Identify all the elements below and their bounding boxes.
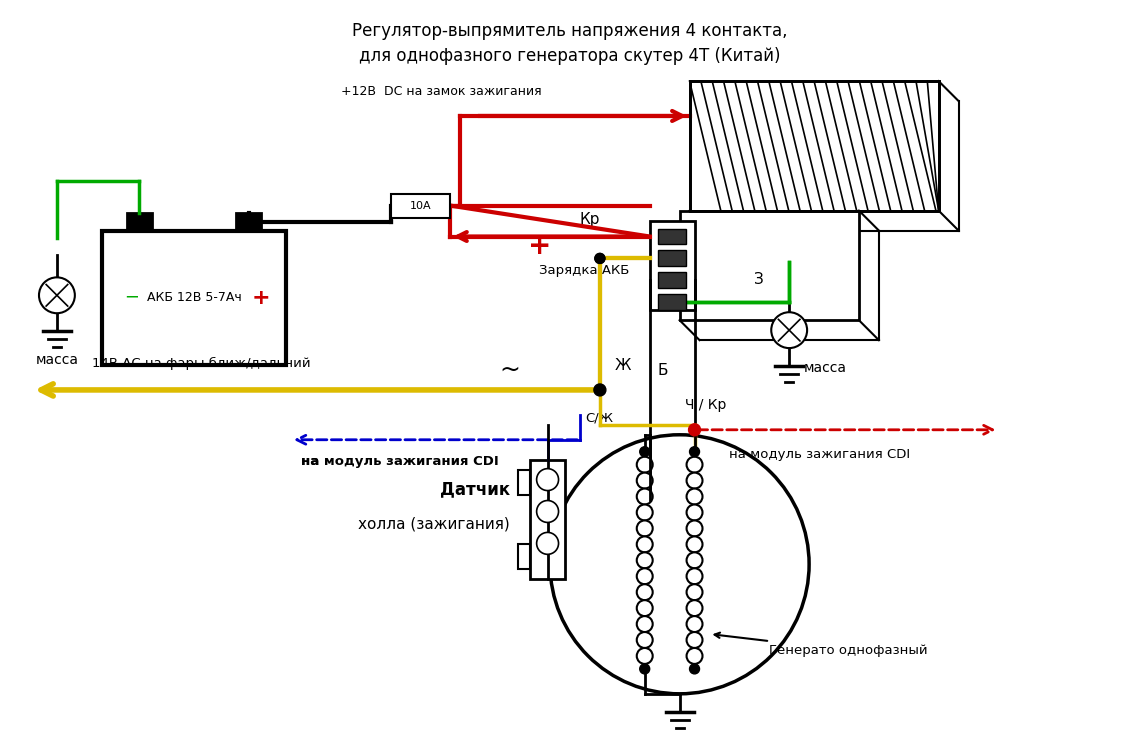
Bar bbox=[658, 251, 685, 266]
Circle shape bbox=[686, 632, 702, 648]
Circle shape bbox=[637, 632, 653, 648]
Bar bbox=[690, 81, 938, 210]
Circle shape bbox=[551, 435, 809, 694]
Text: Кр: Кр bbox=[579, 212, 600, 227]
Text: Б: Б bbox=[658, 363, 668, 377]
Text: для однофазного генератора скутер 4Т (Китай): для однофазного генератора скутер 4Т (Ки… bbox=[359, 47, 781, 65]
Circle shape bbox=[690, 447, 700, 457]
Text: Ж: Ж bbox=[614, 357, 632, 372]
Circle shape bbox=[686, 552, 702, 568]
Text: холла (зажигания): холла (зажигания) bbox=[358, 517, 511, 532]
Circle shape bbox=[686, 489, 702, 504]
Circle shape bbox=[537, 533, 559, 554]
Circle shape bbox=[637, 584, 653, 600]
Bar bbox=[530, 460, 565, 579]
Text: Ч / Кр: Ч / Кр bbox=[685, 398, 726, 412]
Circle shape bbox=[594, 384, 605, 396]
Text: Регулятор-выпрямитель напряжения 4 контакта,: Регулятор-выпрямитель напряжения 4 конта… bbox=[352, 22, 788, 40]
Circle shape bbox=[689, 424, 700, 436]
Circle shape bbox=[640, 447, 650, 457]
Circle shape bbox=[686, 457, 702, 473]
Bar bbox=[690, 81, 938, 210]
Text: АКБ 12В 5-7Ач: АКБ 12В 5-7Ач bbox=[147, 291, 242, 304]
Circle shape bbox=[537, 468, 559, 491]
Text: +: + bbox=[529, 233, 552, 260]
Bar bbox=[658, 228, 685, 245]
Circle shape bbox=[537, 501, 559, 522]
Circle shape bbox=[637, 489, 653, 504]
Circle shape bbox=[39, 278, 75, 313]
Bar bbox=[658, 272, 685, 288]
Circle shape bbox=[686, 600, 702, 616]
Text: на модуль зажигания CDI: на модуль зажигания CDI bbox=[301, 455, 499, 468]
Text: 10А: 10А bbox=[409, 201, 431, 210]
Text: ─: ─ bbox=[127, 289, 137, 307]
Bar bbox=[650, 221, 694, 310]
Text: +: + bbox=[252, 288, 270, 308]
Bar bbox=[519, 470, 530, 495]
Circle shape bbox=[690, 664, 700, 674]
Circle shape bbox=[686, 521, 702, 536]
Circle shape bbox=[772, 313, 807, 348]
Text: С/Ж: С/Ж bbox=[585, 412, 613, 424]
Bar bbox=[391, 194, 450, 218]
Circle shape bbox=[640, 664, 650, 674]
Circle shape bbox=[686, 473, 702, 489]
Bar bbox=[519, 545, 530, 569]
Text: Генерато однофазный: Генерато однофазный bbox=[715, 633, 928, 657]
Circle shape bbox=[686, 584, 702, 600]
Bar bbox=[236, 213, 261, 231]
Bar bbox=[127, 213, 152, 231]
Text: ~: ~ bbox=[499, 358, 521, 382]
Text: Зарядка АКБ: Зарядка АКБ bbox=[539, 264, 629, 278]
Circle shape bbox=[686, 616, 702, 632]
Bar bbox=[658, 294, 685, 310]
Circle shape bbox=[637, 521, 653, 536]
Text: Датчик: Датчик bbox=[440, 480, 511, 498]
Text: на: на bbox=[301, 455, 324, 468]
Circle shape bbox=[637, 568, 653, 584]
Circle shape bbox=[686, 568, 702, 584]
Circle shape bbox=[637, 552, 653, 568]
Circle shape bbox=[637, 536, 653, 552]
Circle shape bbox=[637, 473, 653, 489]
Circle shape bbox=[686, 504, 702, 521]
Text: +12В  DC на замок зажигания: +12В DC на замок зажигания bbox=[341, 85, 542, 98]
Circle shape bbox=[595, 254, 605, 263]
Circle shape bbox=[637, 616, 653, 632]
Circle shape bbox=[637, 648, 653, 664]
Text: на модуль зажигания CDI: на модуль зажигания CDI bbox=[730, 448, 911, 461]
Bar bbox=[679, 210, 858, 320]
Circle shape bbox=[637, 600, 653, 616]
Bar bbox=[101, 231, 286, 365]
Circle shape bbox=[595, 254, 605, 263]
Text: масса: масса bbox=[804, 361, 847, 375]
Circle shape bbox=[637, 504, 653, 521]
Circle shape bbox=[686, 536, 702, 552]
Text: масса: масса bbox=[35, 353, 79, 367]
Text: 14В АС на фары ближ/дальний: 14В АС на фары ближ/дальний bbox=[92, 357, 311, 370]
Text: З: З bbox=[755, 272, 764, 287]
Circle shape bbox=[637, 457, 653, 473]
Circle shape bbox=[686, 648, 702, 664]
